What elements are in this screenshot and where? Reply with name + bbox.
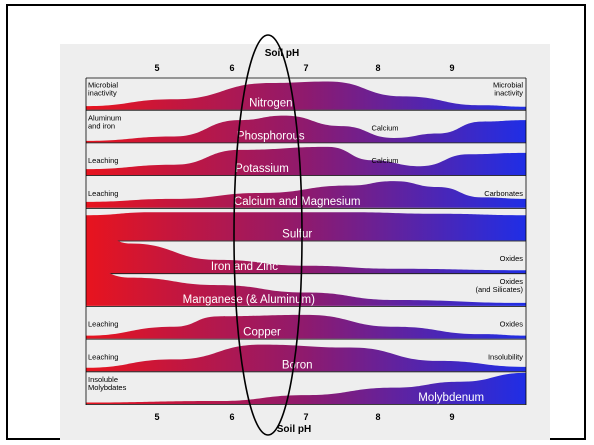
band-calcium-and-magnesium: Calcium and Magnesium Leaching Carbonates bbox=[86, 181, 526, 209]
band-nitrogen: NitrogenMicrobialinactivityMicrobialinac… bbox=[86, 81, 526, 111]
tick-label: 5 bbox=[154, 63, 159, 73]
tick-label: 8 bbox=[375, 63, 380, 73]
tick-label: 7 bbox=[303, 63, 308, 73]
right-annotation: Insolubility bbox=[488, 352, 523, 361]
left-annotation: Leaching bbox=[88, 156, 118, 165]
left-annotation: Leaching bbox=[88, 189, 118, 198]
band-manganese-aluminum: Manganese (& Aluminum) Oxides(and Silicat… bbox=[86, 267, 526, 307]
tick-label: 9 bbox=[449, 63, 454, 73]
nutrient-label: Calcium and Magnesium bbox=[234, 196, 361, 208]
nutrient-label: Sulfur bbox=[282, 229, 312, 241]
band-shape bbox=[86, 372, 526, 404]
nutrient-label: Phosphorous bbox=[237, 130, 305, 142]
left-annotation: Molybdates bbox=[88, 383, 127, 392]
tick-label: 6 bbox=[229, 63, 234, 73]
nutrient-label: Copper bbox=[243, 327, 281, 339]
tick-labels-top: 5 6 7 8 9 bbox=[154, 63, 454, 73]
nutrient-label: Nitrogen bbox=[249, 98, 292, 110]
right-annotation: Microbial bbox=[493, 81, 523, 90]
band-copper: Copper Leaching Oxides bbox=[86, 314, 526, 340]
band-shape bbox=[86, 181, 526, 208]
tick-label: 7 bbox=[303, 412, 308, 422]
band-shape bbox=[86, 146, 526, 176]
tick-label: 9 bbox=[449, 412, 454, 422]
left-annotation: Insoluble bbox=[88, 375, 118, 384]
band-boron: Boron Leaching Insolubility bbox=[86, 344, 526, 373]
left-annotation: Microbial bbox=[88, 81, 118, 90]
band-shape bbox=[86, 344, 526, 372]
tick-label: 5 bbox=[154, 412, 159, 422]
band-shape bbox=[86, 314, 526, 339]
axis-label-bottom: Soil pH bbox=[277, 424, 311, 435]
mid-annotation: Calcium bbox=[371, 123, 398, 132]
tick-label: 8 bbox=[375, 412, 380, 422]
mid-annotation: Calcium bbox=[371, 156, 398, 165]
band-potassium: Potassium Leaching Calcium bbox=[86, 146, 526, 177]
right-annotation: Oxides bbox=[500, 320, 524, 329]
band-shape bbox=[86, 115, 526, 143]
band-sulfur: Sulfur bbox=[86, 212, 526, 242]
band-iron-and-zinc: Iron and Zinc Oxides bbox=[86, 222, 526, 275]
right-annotation: inactivity bbox=[494, 89, 523, 98]
band-shape bbox=[86, 222, 526, 274]
left-annotation: and iron bbox=[88, 121, 115, 130]
left-annotation: Aluminum bbox=[88, 113, 121, 122]
right-annotation: Carbonates bbox=[484, 189, 523, 198]
band-shape bbox=[86, 212, 526, 241]
tick-labels-bottom: 5 6 7 8 9 bbox=[154, 412, 454, 422]
band-shape bbox=[86, 81, 526, 110]
left-annotation: inactivity bbox=[88, 89, 117, 98]
right-annotation: Oxides bbox=[500, 254, 524, 263]
right-annotation: Oxides bbox=[500, 277, 524, 286]
nutrient-label: Molybdenum bbox=[418, 392, 484, 404]
tick-label: 6 bbox=[229, 412, 234, 422]
nutrient-label: Manganese (& Aluminum) bbox=[183, 294, 315, 306]
nutrient-label: Boron bbox=[282, 359, 313, 371]
nutrient-label: Iron and Zinc bbox=[211, 261, 278, 273]
band-shape bbox=[86, 267, 526, 306]
left-annotation: Leaching bbox=[88, 320, 118, 329]
right-annotation: (and Silicates) bbox=[475, 285, 523, 294]
neutral-ph-highlight-ellipse bbox=[233, 34, 303, 436]
left-annotation: Leaching bbox=[88, 352, 118, 361]
nutrient-bands: NitrogenMicrobialinactivityMicrobialinac… bbox=[85, 77, 527, 405]
nutrient-label: Potassium bbox=[235, 163, 289, 175]
